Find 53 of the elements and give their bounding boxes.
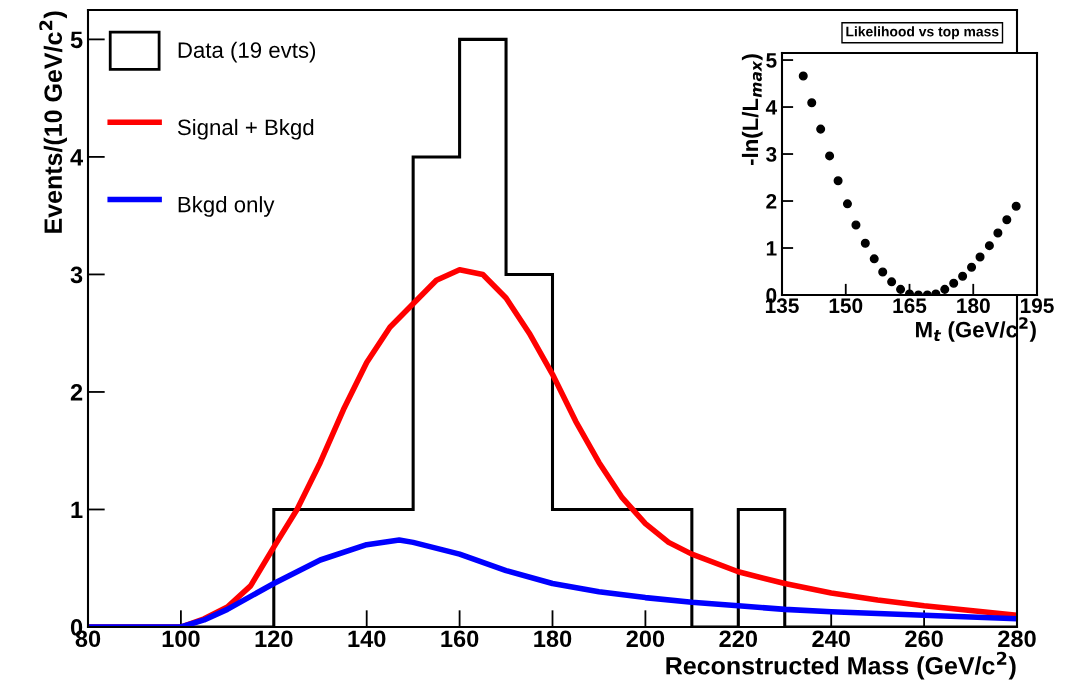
x-tick-label: 180 — [534, 630, 572, 648]
x-tick-label: 240 — [812, 630, 850, 648]
point — [1011, 201, 1021, 211]
point — [842, 199, 852, 209]
y-axis-title: -ln(L/L$_{max}$) — [741, 54, 763, 166]
x-tick-label: 120 — [255, 630, 293, 648]
x-axis-title: Reconstructed Mass (GeV/c$^{2}$) — [666, 651, 1016, 680]
x-tick-label: 260 — [905, 630, 943, 648]
y-tick-label: 1 — [71, 501, 83, 519]
chart-title: Likelihood vs top mass — [846, 26, 999, 40]
point — [807, 98, 817, 108]
y-tick-label: 3 — [70, 266, 83, 284]
x-tick-label: 140 — [348, 630, 386, 648]
point — [958, 271, 968, 281]
y-tick-label: 5 — [70, 31, 83, 49]
point — [860, 238, 870, 248]
y-tick-label: 2 — [70, 384, 83, 401]
point — [1002, 215, 1012, 225]
x-tick-label: 195 — [1020, 298, 1054, 314]
x-axis-title: M$_{t}$ (GeV/c$^{2}$) — [916, 317, 1036, 342]
point — [984, 241, 994, 251]
legend-label: Signal + Bkgd — [177, 118, 314, 140]
x-tick-label: 180 — [957, 298, 990, 314]
x-tick-label: 100 — [162, 630, 200, 648]
y-axis-title: Events/(10 GeV/c$^{2}$) — [39, 11, 67, 233]
x-tick-label: 220 — [719, 630, 758, 648]
point — [869, 254, 879, 264]
point — [940, 284, 950, 294]
point — [975, 252, 985, 262]
point — [833, 176, 843, 186]
y-tick-label: 2 — [766, 194, 777, 209]
point — [851, 220, 861, 230]
legend-label: Data (19 evts) — [178, 41, 316, 63]
point — [798, 71, 808, 81]
y-tick-label: 1 — [766, 241, 777, 256]
point — [896, 284, 906, 294]
x-tick-label: 200 — [626, 630, 665, 648]
point — [816, 124, 826, 134]
point — [993, 228, 1003, 238]
point — [878, 267, 888, 277]
x-tick-label: 280 — [998, 630, 1036, 648]
legend-label: Bkgd only — [178, 196, 275, 217]
x-tick-label: 150 — [829, 298, 863, 314]
point — [967, 262, 977, 272]
y-tick-label: 4 — [765, 100, 778, 115]
y-tick-label: 3 — [766, 147, 777, 162]
y-tick-label: 4 — [70, 149, 84, 166]
y-tick-label: 5 — [766, 53, 777, 68]
point — [887, 277, 897, 287]
x-tick-label: 165 — [893, 298, 927, 314]
point — [949, 278, 959, 288]
point — [825, 151, 835, 161]
x-tick-label: 160 — [441, 630, 479, 648]
